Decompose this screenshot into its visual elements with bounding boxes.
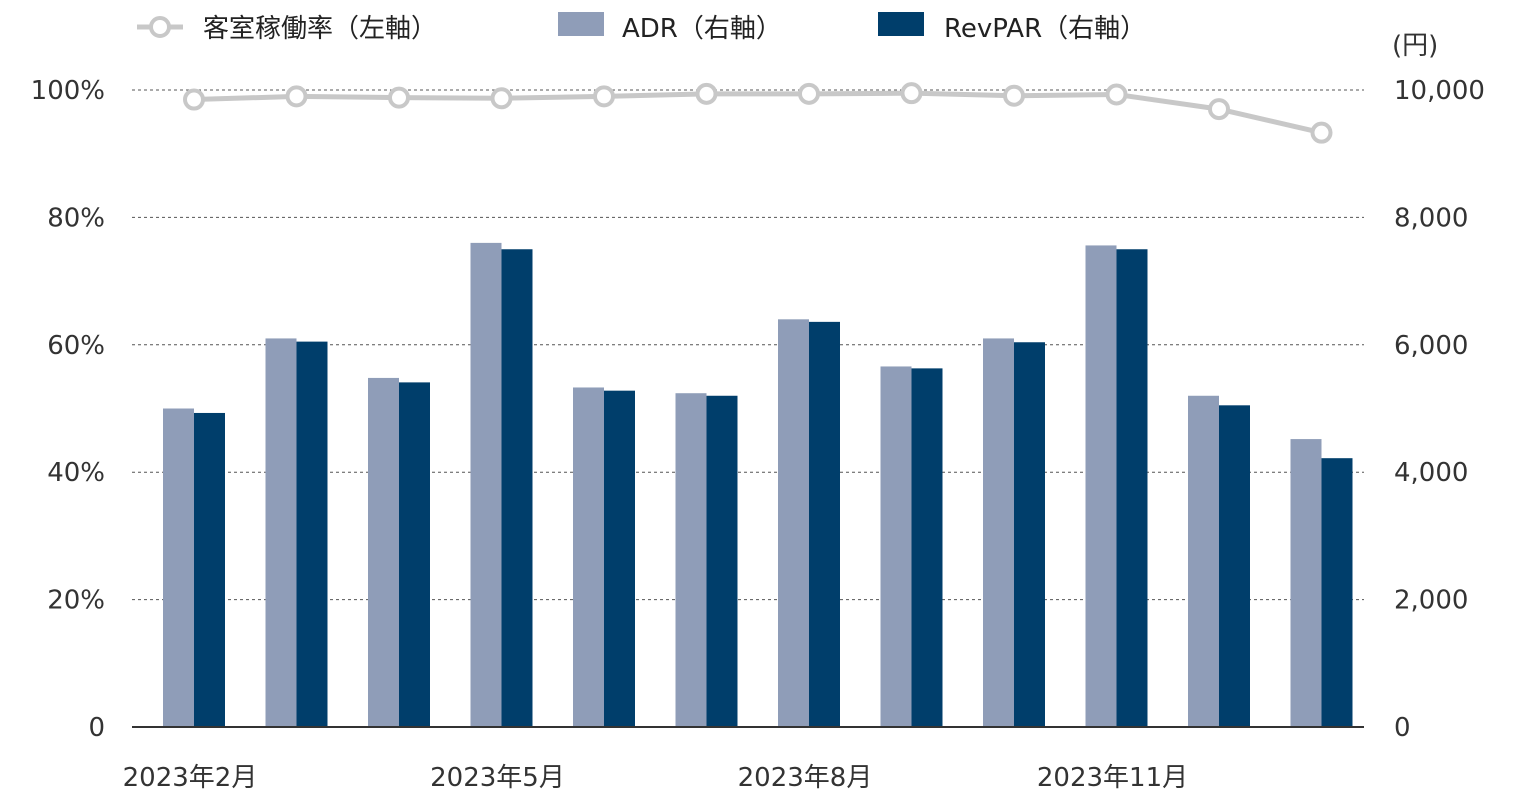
right-axis-unit: (円) (1392, 31, 1438, 61)
occupancy-point (490, 87, 513, 110)
occupancy-point (285, 85, 308, 108)
occupancy-point (695, 82, 718, 105)
adr-bar (778, 319, 809, 727)
adr-bar (470, 242, 502, 727)
occupancy-line (193, 90, 1323, 136)
occupancy-point (798, 82, 820, 105)
left-axis-ticks: 0 20% 40% 60% 80% 100% (31, 76, 105, 743)
legend-revpar-swatch (878, 12, 924, 36)
adr-bar (880, 366, 912, 727)
left-tick-label: 100% (31, 76, 105, 106)
right-tick-label: 0 (1394, 713, 1411, 743)
revpar-bar (1219, 405, 1250, 727)
left-tick-label: 40% (47, 458, 105, 488)
occupancy-point (1208, 98, 1230, 121)
adr-bar (265, 338, 297, 727)
revpar-bar (296, 341, 328, 727)
occupancy-line-series (183, 82, 1333, 144)
occupancy-point (1105, 83, 1128, 106)
legend-adr-label: ADR（右軸） (622, 14, 782, 44)
occupancy-point (900, 82, 923, 105)
left-tick-label: 80% (47, 203, 105, 233)
occupancy-point (1003, 84, 1025, 107)
occupancy-point (183, 88, 205, 111)
occupancy-point (593, 85, 615, 108)
occupancy-point (388, 86, 410, 109)
left-tick-label: 0 (88, 713, 105, 743)
occupancy-point (1310, 121, 1333, 144)
adr-bar (675, 393, 707, 727)
gridlines (132, 89, 1364, 601)
x-tick-label: 2023年2月 (123, 763, 258, 793)
right-tick-label: 4,000 (1394, 458, 1468, 488)
legend: 客室稼働率（左軸） ADR（右軸） RevPAR（右軸） (137, 12, 1146, 44)
adr-bar (983, 338, 1014, 727)
adr-bar (1188, 395, 1219, 727)
legend-adr-swatch (558, 12, 604, 36)
legend-revpar-label: RevPAR（右軸） (944, 14, 1146, 44)
left-tick-label: 20% (47, 586, 105, 616)
legend-item-adr: ADR（右軸） (558, 12, 782, 44)
right-axis-ticks: 0 2,000 4,000 6,000 8,000 10,000 (1394, 76, 1485, 743)
right-tick-label: 10,000 (1394, 76, 1485, 106)
left-tick-label: 60% (47, 331, 105, 361)
x-tick-label: 2023年5月 (430, 763, 565, 793)
revpar-bar (809, 321, 840, 727)
adr-bar (1290, 439, 1322, 727)
adr-bar (163, 408, 194, 727)
x-tick-label: 2023年8月 (738, 763, 873, 793)
right-tick-label: 6,000 (1394, 331, 1468, 361)
revpar-bar (1014, 342, 1045, 727)
right-tick-label: 8,000 (1394, 203, 1468, 233)
right-tick-label: 2,000 (1394, 586, 1468, 616)
legend-item-occupancy: 客室稼働率（左軸） (137, 14, 437, 44)
revpar-bar (194, 412, 225, 727)
revpar-bar (501, 249, 533, 727)
revpar-bar (706, 395, 738, 727)
x-tick-label: 2023年11月 (1037, 763, 1188, 793)
adr-bar (368, 377, 399, 727)
revpar-bar (1116, 249, 1148, 727)
adr-bar (1085, 245, 1117, 728)
legend-occupancy-label: 客室稼働率（左軸） (203, 14, 437, 44)
x-axis-ticks: 2023年2月 2023年5月 2023年8月 2023年11月 (123, 763, 1188, 793)
revpar-bar (911, 368, 943, 727)
legend-item-revpar: RevPAR（右軸） (878, 12, 1146, 44)
revpar-bar (1321, 458, 1353, 727)
revpar-bar (604, 390, 635, 727)
revpar-bar (399, 382, 430, 727)
adr-bar (573, 387, 604, 727)
legend-occupancy-marker (149, 16, 171, 38)
bars (163, 242, 1353, 728)
